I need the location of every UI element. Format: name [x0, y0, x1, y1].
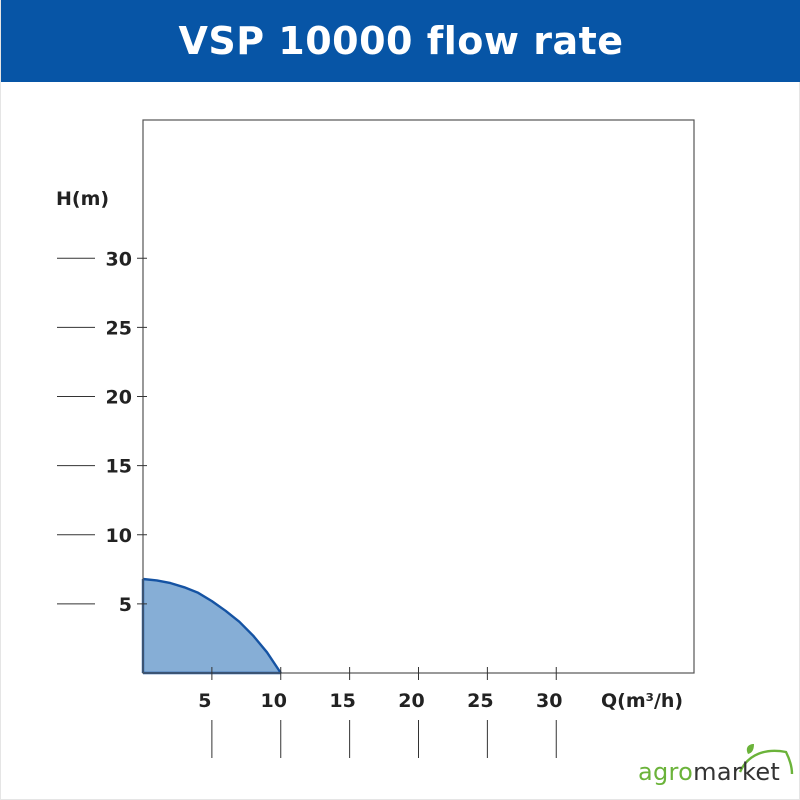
x-tick-label: 25: [467, 690, 493, 712]
y-tick-label: 5: [119, 594, 132, 616]
y-tick-label: 20: [106, 387, 132, 409]
y-tick-label: 30: [106, 248, 132, 270]
area-layer: [141, 577, 282, 675]
y-tick-label: 10: [106, 525, 132, 547]
x-axis-label: Q(m³/h): [601, 690, 683, 712]
logo-market: market: [693, 758, 781, 786]
decor-lines: [57, 257, 557, 758]
title-banner: VSP 10000 flow rate: [1, 0, 800, 82]
x-tick-label: 30: [536, 690, 562, 712]
agromarket-logo: agromarket: [638, 742, 798, 792]
x-tick-label: 15: [329, 690, 355, 712]
labels-layer: 5 10 15 20 25 30 5 10 15 20 25 30: [106, 248, 563, 712]
plot-frame: [142, 119, 695, 674]
leaf-icon: [738, 744, 794, 775]
flow-curve: [142, 577, 282, 674]
flow-area-fill: [143, 579, 281, 673]
y-axis-label: H(m): [56, 188, 109, 210]
y-tick-label: 15: [106, 456, 132, 478]
y-tick-label: 25: [106, 317, 132, 339]
chart-title: VSP 10000 flow rate: [178, 19, 624, 63]
ticks-layer: [137, 257, 557, 680]
logo-wordmark: agromarket: [638, 758, 780, 786]
logo-agro: agro: [638, 758, 694, 786]
x-tick-label: 20: [398, 690, 424, 712]
x-tick-label: 5: [198, 690, 211, 712]
x-tick-label: 10: [261, 690, 287, 712]
